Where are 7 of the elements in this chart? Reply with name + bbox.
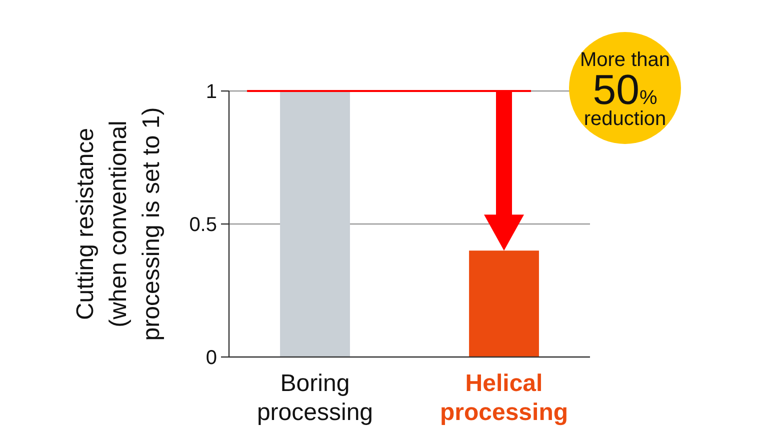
y-axis-title: Cutting resistance (when conventional processing is set to 1)	[72, 107, 165, 341]
x-tick-label: Boring processing	[256, 370, 374, 426]
y-tick-label: 0.5	[189, 214, 217, 236]
y-tick-label: 1	[206, 81, 217, 103]
annotation: More than 50% reduction	[580, 49, 670, 130]
x-tick-label: Helical processing	[440, 370, 568, 426]
y-tick-label: 0	[206, 347, 217, 369]
